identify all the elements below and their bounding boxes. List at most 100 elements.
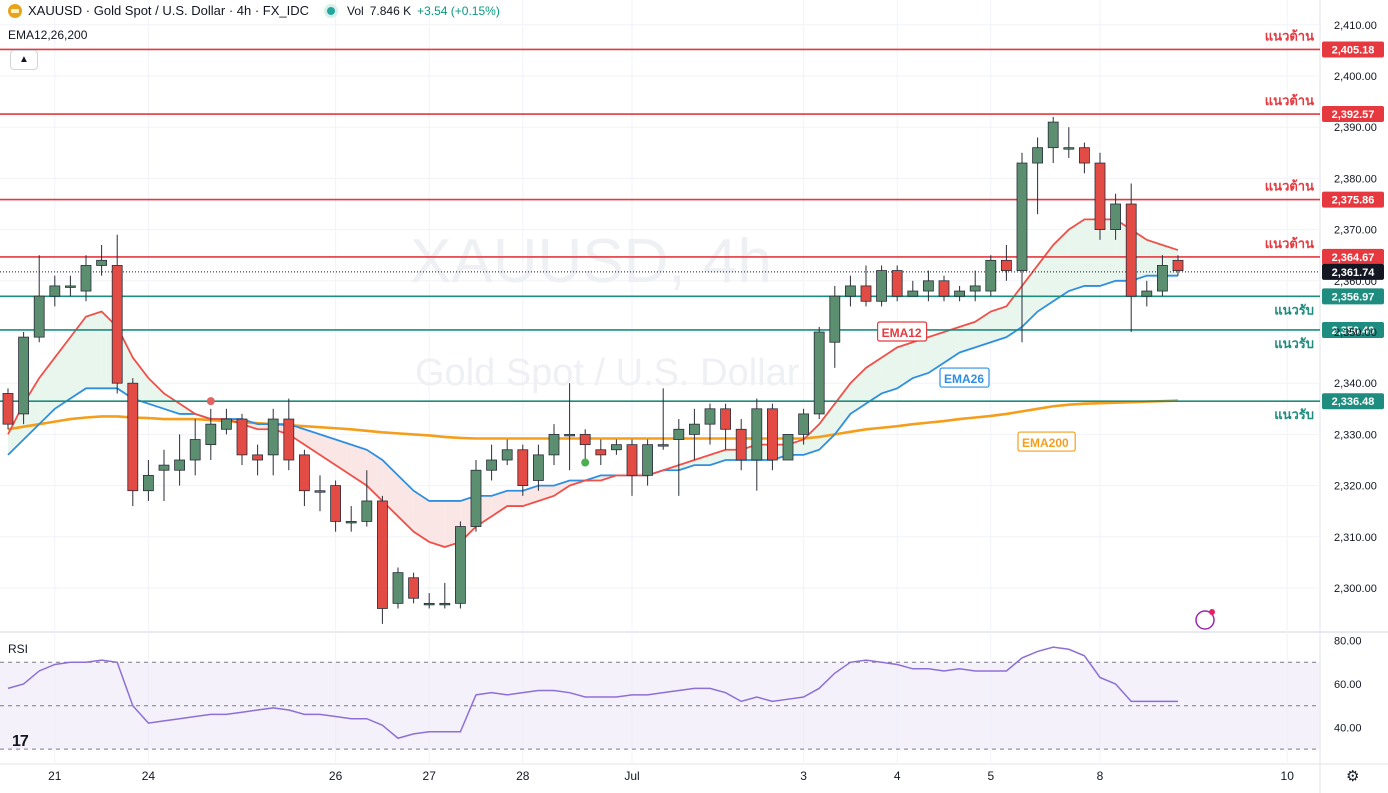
candle-body[interactable] [1079, 147, 1090, 164]
candle-body[interactable] [1094, 162, 1106, 230]
candle-body[interactable] [1157, 265, 1168, 292]
candle-body[interactable] [1063, 147, 1075, 150]
candle-body[interactable] [361, 500, 373, 522]
candle-body[interactable] [751, 408, 763, 461]
candle-body[interactable] [611, 444, 622, 451]
candle-body[interactable] [220, 418, 232, 430]
candle-body[interactable] [49, 285, 61, 297]
candle-body[interactable] [1141, 290, 1153, 297]
candle-body[interactable] [80, 265, 92, 292]
candle-body[interactable] [860, 285, 872, 302]
candle-body[interactable] [111, 265, 123, 384]
candle-body[interactable] [813, 331, 825, 415]
candle-body[interactable] [392, 572, 404, 604]
candle-body[interactable] [657, 444, 669, 447]
candle-body[interactable] [1110, 203, 1121, 231]
candle-body[interactable] [314, 490, 326, 493]
candle-body[interactable] [345, 521, 357, 524]
candle-body[interactable] [923, 280, 934, 292]
lightning-alert-icon[interactable] [1195, 610, 1215, 630]
rsi-legend[interactable]: RSI [8, 642, 29, 656]
candle-body[interactable] [423, 602, 435, 606]
candle-body[interactable] [704, 408, 716, 425]
candle-body[interactable] [33, 295, 45, 338]
candle-body[interactable] [205, 423, 217, 446]
ema-cloud-segment [881, 347, 898, 394]
indicator-legend[interactable]: EMA12,26,200 [8, 28, 88, 42]
ema-label-text: EMA200 [1022, 436, 1069, 450]
rsi-axis-tick: 40.00 [1334, 722, 1362, 734]
candle-body[interactable] [236, 418, 248, 456]
candle-body[interactable] [1047, 121, 1059, 149]
candle-body[interactable] [735, 428, 747, 461]
candle-body[interactable] [689, 423, 700, 435]
candle-body[interactable] [18, 336, 30, 415]
candle-body[interactable] [142, 474, 154, 492]
candle-body[interactable] [127, 382, 139, 492]
candle-body[interactable] [408, 577, 420, 599]
time-axis-tick: 27 [423, 769, 437, 783]
ema-cloud-segment [803, 424, 820, 455]
candle-body[interactable] [720, 408, 731, 430]
candle-body[interactable] [595, 449, 607, 456]
volume-value: 7.846 K [369, 3, 412, 18]
candle-body[interactable] [673, 428, 685, 440]
candle-body[interactable] [548, 433, 560, 456]
candle-body[interactable] [564, 433, 575, 437]
candle-body[interactable] [376, 500, 388, 609]
watermark-symbol: XAUUSD, 4h [410, 227, 772, 296]
candle-body[interactable] [876, 270, 887, 302]
candle-body[interactable] [65, 285, 76, 288]
candle-body[interactable] [267, 418, 279, 456]
price-tag-bg [1322, 191, 1384, 208]
candle-body[interactable] [174, 459, 186, 471]
support-level-label: แนวรับ [1274, 302, 1314, 317]
candle-body[interactable] [2, 393, 14, 425]
candle-body[interactable] [470, 469, 482, 527]
candle-body[interactable] [954, 290, 965, 297]
candle-body[interactable] [252, 454, 264, 461]
candle-body[interactable] [1172, 259, 1184, 271]
settings-gear-icon[interactable]: ⚙ [1346, 768, 1360, 785]
candle-body[interactable] [486, 459, 498, 471]
candle-body[interactable] [298, 454, 310, 492]
candle-body[interactable] [626, 444, 638, 476]
ema-cloud-segment [413, 490, 430, 542]
candle-body[interactable] [1001, 259, 1012, 271]
candle-body[interactable] [845, 285, 856, 297]
candle-body[interactable] [517, 449, 529, 487]
ema-cloud-segment [1100, 219, 1116, 286]
ema12-line [7, 218, 1179, 548]
candle-body[interactable] [454, 526, 466, 604]
candle-body[interactable] [439, 602, 451, 606]
candle-body[interactable] [642, 444, 653, 476]
candle-body[interactable] [283, 418, 295, 461]
candle-body[interactable] [798, 413, 809, 435]
candle-body[interactable] [938, 280, 950, 297]
candle-body[interactable] [829, 295, 841, 343]
candle-body[interactable] [1016, 162, 1028, 271]
candle-body[interactable] [579, 433, 591, 446]
candle-body[interactable] [533, 454, 544, 481]
candle-body[interactable] [96, 259, 107, 266]
symbol-title[interactable]: XAUUSD · Gold Spot / U.S. Dollar · 4h · … [28, 3, 310, 18]
candle-body[interactable] [330, 485, 342, 522]
resistance-level-label: แนวต้าน [1265, 236, 1314, 251]
candle-body[interactable] [782, 433, 794, 461]
ema-cloud-segment [351, 444, 367, 486]
candle-body[interactable] [891, 270, 903, 297]
candle-body[interactable] [907, 290, 919, 297]
candle-body[interactable] [1032, 147, 1043, 164]
candle-body[interactable] [501, 449, 513, 461]
ema-label-box [1017, 431, 1076, 452]
candle-body[interactable] [969, 285, 981, 292]
candle-body[interactable] [985, 259, 997, 292]
candle-body[interactable] [767, 408, 778, 461]
ema-cloud-segment [491, 490, 508, 517]
price-axis-tick: 2,300.00 [1334, 583, 1377, 595]
collapse-legend-button[interactable]: ▲ [10, 50, 38, 70]
candle-body[interactable] [1125, 203, 1137, 297]
candle-body[interactable] [158, 464, 170, 471]
candle-body[interactable] [189, 439, 201, 461]
